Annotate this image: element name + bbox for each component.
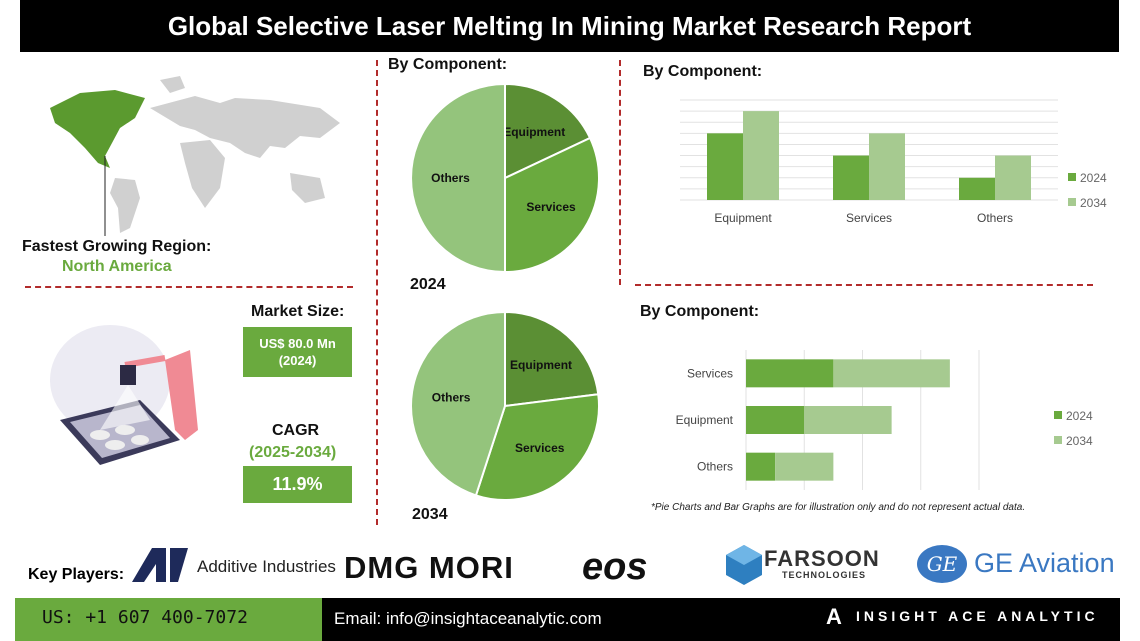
pie-label: Others bbox=[431, 171, 470, 185]
ge-logo: GE bbox=[917, 545, 967, 583]
legend-swatch bbox=[1068, 198, 1076, 206]
legend-label: 2024 bbox=[1066, 409, 1093, 423]
pie-slice-others bbox=[410, 310, 506, 497]
pie-label: Equipment bbox=[510, 358, 572, 372]
farsoon-logo bbox=[726, 545, 762, 585]
bar-equipment-2024 bbox=[746, 406, 805, 434]
bar-others-2024 bbox=[959, 177, 995, 200]
stacked-bar-chart: Services Equipment Others 2024 2034 bbox=[676, 350, 1093, 490]
company-eos: eos bbox=[582, 546, 648, 588]
bar-services-2024 bbox=[746, 359, 834, 388]
x-tick-label: Services bbox=[846, 211, 892, 225]
legend-label: 2034 bbox=[1066, 434, 1093, 448]
column-chart: Equipment Services Others 2024 2034 bbox=[680, 99, 1107, 225]
y-tick-label: Equipment bbox=[676, 413, 734, 427]
report-title: Global Selective Laser Melting In Mining… bbox=[20, 0, 1119, 52]
bar-equipment-2024 bbox=[707, 133, 743, 200]
legend-swatch bbox=[1054, 436, 1062, 444]
legend-label: 2024 bbox=[1080, 171, 1107, 185]
company-dmg-mori: DMG MORI bbox=[344, 550, 514, 585]
footer-email[interactable]: Email: info@insightaceanalytic.com bbox=[334, 609, 602, 628]
divider bbox=[635, 284, 1093, 286]
y-tick-label: Others bbox=[697, 460, 733, 474]
market-size-year: (2024) bbox=[278, 353, 317, 368]
bar-equipment-2034 bbox=[743, 111, 779, 200]
region-label: Fastest Growing Region: bbox=[22, 238, 212, 255]
company-farsoon-sub: TECHNOLOGIES bbox=[782, 570, 867, 580]
legend-swatch bbox=[1054, 411, 1062, 419]
pie-title: By Component: bbox=[388, 56, 508, 73]
north-america-region bbox=[50, 90, 145, 168]
footer-brand: INSIGHT ACE ANALYTIC bbox=[856, 608, 1099, 624]
bar-others-2024 bbox=[746, 452, 776, 481]
bar-others-2034 bbox=[995, 155, 1031, 200]
pie-year-2034: 2034 bbox=[412, 506, 448, 523]
bar-services-2034 bbox=[833, 359, 950, 388]
insight-ace-logo-icon: A bbox=[826, 604, 842, 629]
disclaimer-note: *Pie Charts and Bar Graphs are for illus… bbox=[651, 502, 1026, 513]
laser-melting-machine-illustration bbox=[50, 325, 198, 465]
key-players-label: Key Players: bbox=[28, 566, 125, 583]
divider bbox=[25, 286, 353, 288]
bar-equipment-2034 bbox=[804, 406, 892, 434]
pie-chart-2024: Equipment Services Others bbox=[410, 82, 600, 274]
pie-label: Services bbox=[515, 441, 565, 455]
pie-chart-2034: Equipment Services Others bbox=[410, 310, 600, 501]
footer-phone: US: +1 607 400-7072 bbox=[15, 598, 322, 641]
pie-slice-equipment bbox=[504, 82, 592, 180]
legend-swatch bbox=[1068, 173, 1076, 181]
divider bbox=[376, 60, 378, 525]
x-tick-label: Others bbox=[977, 211, 1013, 225]
company-ge-aviation: GE Aviation bbox=[974, 548, 1115, 578]
pie-slice-services bbox=[504, 136, 600, 274]
market-size-box: US$ 80.0 Mn (2024) bbox=[243, 327, 352, 377]
divider bbox=[619, 60, 621, 285]
pie-slice-equipment bbox=[504, 310, 600, 408]
pie-label: Others bbox=[432, 390, 471, 404]
pie-year-2024: 2024 bbox=[410, 276, 446, 293]
world-map bbox=[50, 76, 340, 236]
additive-industries-logo bbox=[132, 548, 188, 582]
column-chart-title: By Component: bbox=[643, 63, 763, 80]
company-farsoon: FARSOON bbox=[764, 546, 880, 571]
footer-bar bbox=[322, 598, 1120, 641]
pie-slice-services bbox=[474, 393, 600, 501]
bar-services-2024 bbox=[833, 155, 869, 200]
cagr-label: CAGR bbox=[272, 422, 320, 439]
bar-services-2034 bbox=[869, 133, 905, 200]
cagr-period: (2025-2034) bbox=[249, 444, 337, 461]
svg-text:GE: GE bbox=[927, 552, 958, 576]
bar-chart-title: By Component: bbox=[640, 303, 760, 320]
market-size-label: Market Size: bbox=[251, 303, 345, 320]
y-tick-label: Services bbox=[687, 366, 733, 380]
pie-slice-others bbox=[410, 82, 506, 274]
pie-label: Services bbox=[526, 200, 576, 214]
market-size-value: US$ 80.0 Mn bbox=[259, 336, 336, 351]
region-value: North America bbox=[62, 258, 172, 275]
company-additive-industries: Additive Industries bbox=[197, 557, 336, 576]
x-tick-label: Equipment bbox=[714, 211, 772, 225]
legend-label: 2034 bbox=[1080, 196, 1107, 210]
bar-others-2034 bbox=[775, 452, 834, 481]
cagr-value: 11.9% bbox=[243, 466, 352, 503]
pie-label: Equipment bbox=[503, 125, 565, 139]
